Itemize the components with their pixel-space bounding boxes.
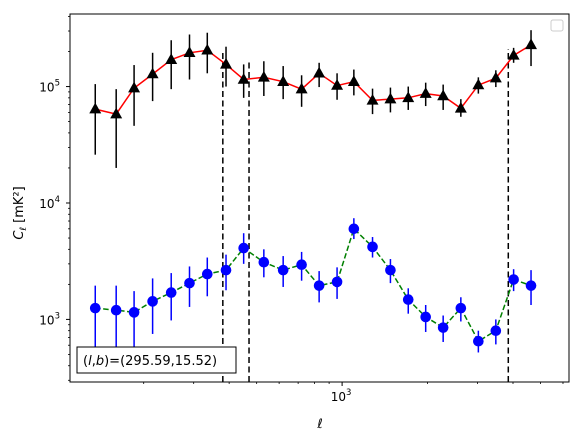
chart-marks <box>89 30 538 382</box>
series-1-point <box>238 242 249 254</box>
series-1-point <box>490 325 502 336</box>
series-0-point <box>472 78 485 90</box>
series-0-point <box>277 75 290 86</box>
series-0-point <box>384 92 397 104</box>
y-tick-label: 104 <box>39 195 60 211</box>
series-1-point <box>296 259 307 271</box>
series-0-point <box>525 38 538 50</box>
axes: 103 103 104 105 <box>39 16 564 404</box>
x-axis-label: ℓ <box>316 417 322 432</box>
series-0-point <box>146 67 159 79</box>
series-1-point <box>277 264 289 276</box>
series-0-line <box>95 44 532 115</box>
series-0-point <box>237 72 250 84</box>
series-0-point <box>419 87 432 98</box>
y-tick-label: 103 <box>39 311 60 327</box>
series-0-point <box>489 71 502 83</box>
series-0-point <box>201 43 214 55</box>
series-0-point <box>220 57 233 69</box>
series-0-point <box>507 48 520 60</box>
series-1-point <box>348 223 360 235</box>
y-axis-label-main: C <box>12 230 27 240</box>
series-1-point <box>437 322 449 333</box>
series-0-point <box>366 93 379 105</box>
series-1-point <box>110 304 122 316</box>
series-0-point <box>183 46 196 58</box>
series-0-point <box>295 82 308 94</box>
legend-box <box>550 19 564 32</box>
series-1-point <box>455 302 467 314</box>
series-1-point <box>165 287 177 298</box>
series-0-point <box>454 101 467 113</box>
series-1-point <box>473 335 484 347</box>
series-0-point <box>165 53 178 64</box>
series-1-point <box>508 274 519 285</box>
annotation-box: (l,b)=(295.59,15.52) <box>76 346 237 374</box>
series-1-point <box>147 296 158 307</box>
series-0-point <box>89 102 102 114</box>
series-0-point <box>110 107 123 119</box>
x-tick-label: 103 <box>331 388 352 404</box>
annotation-text: (l,b)=(295.59,15.52) <box>83 354 217 369</box>
series-0-point <box>313 66 326 78</box>
series-1-point <box>220 264 232 276</box>
series-1-point <box>201 268 213 280</box>
y-axis-label-unit: [mK²] <box>12 186 27 223</box>
series-0-point <box>257 70 270 82</box>
series-0-point <box>437 89 450 101</box>
series-0-point <box>347 75 360 86</box>
series-1-point <box>128 307 140 318</box>
series-1-point <box>184 277 195 289</box>
series-1-point <box>331 276 343 288</box>
series-1-point <box>402 294 414 305</box>
series-1-point <box>258 256 270 268</box>
y-axis-label: Cℓ [mK²] <box>12 186 29 239</box>
series-1-point <box>367 241 378 253</box>
y-axis-label-sub: ℓ <box>19 227 29 232</box>
series-0-point <box>402 91 415 103</box>
series-1-point <box>420 311 431 323</box>
series-1-line <box>95 227 532 343</box>
series-0-point <box>128 81 141 93</box>
series-1-point <box>313 280 325 291</box>
series-1-point <box>385 264 396 276</box>
plot-frame <box>69 13 570 383</box>
series-1-point <box>525 280 537 291</box>
series-0-point <box>331 79 344 90</box>
series-1-point <box>89 302 101 314</box>
y-tick-label: 105 <box>39 79 60 95</box>
